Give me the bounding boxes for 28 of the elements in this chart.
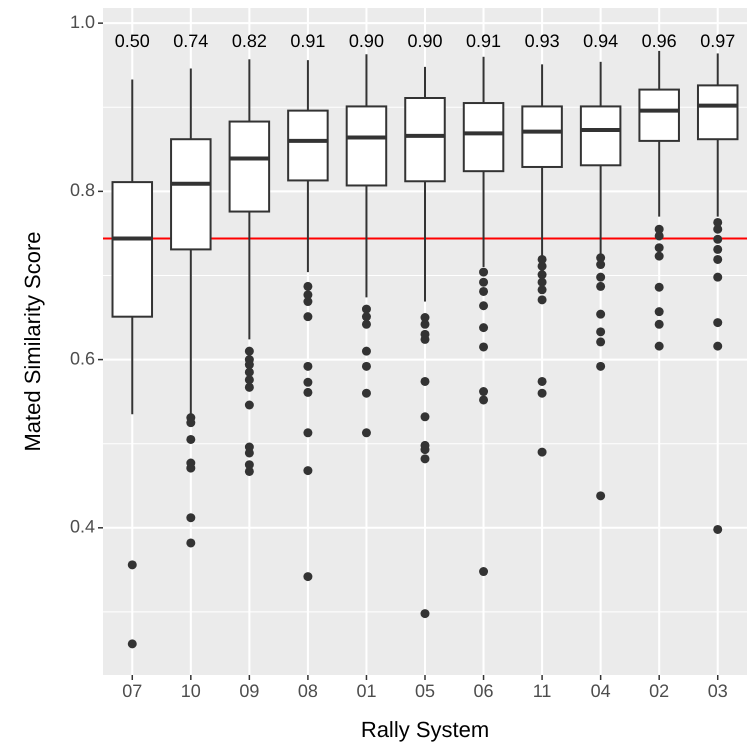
annotation: 0.74 <box>173 30 208 51</box>
x-tick-label: 06 <box>474 681 494 701</box>
x-tick-label: 07 <box>122 681 142 701</box>
annotation: 0.90 <box>348 30 384 51</box>
annotation: 0.82 <box>232 30 267 51</box>
x-tick-label: 01 <box>356 681 376 701</box>
x-tick-label: 04 <box>590 681 611 701</box>
y-tick-label: 0.8 <box>70 180 95 200</box>
annotation: 0.91 <box>466 30 502 51</box>
annotation: 0.96 <box>642 30 677 51</box>
annotation: 0.90 <box>407 30 443 51</box>
x-tick-label: 10 <box>180 681 201 701</box>
y-tick-label: 0.6 <box>70 348 95 368</box>
x-tick-label: 11 <box>532 681 552 701</box>
x-axis-title: Rally System <box>360 717 490 742</box>
x-tick-label: 05 <box>414 681 436 701</box>
y-tick-label: 0.4 <box>70 516 95 537</box>
y-axis-title: Mated Similarity Score <box>20 231 45 452</box>
x-tick-label: 08 <box>298 681 318 701</box>
x-tick-label: 02 <box>649 681 670 701</box>
x-tick-label: 09 <box>239 681 260 701</box>
annotation: 0.91 <box>290 30 326 51</box>
y-tick-label: 1.0 <box>70 12 95 32</box>
annotation: 0.94 <box>583 30 618 51</box>
annotation: 0.93 <box>524 30 560 51</box>
annotation: 0.97 <box>700 30 736 51</box>
annotation: 0.50 <box>114 30 150 51</box>
x-tick-label: 03 <box>708 681 728 701</box>
